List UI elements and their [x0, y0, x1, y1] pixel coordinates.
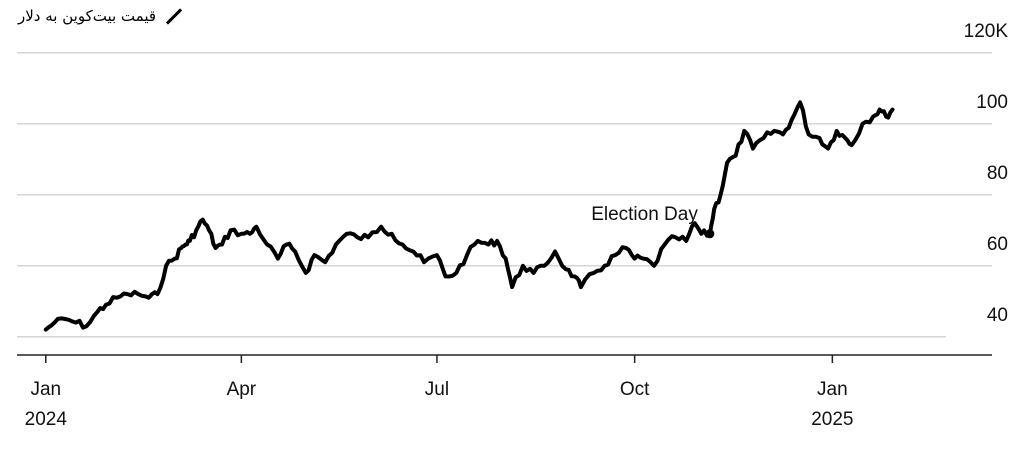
election-day-marker	[705, 229, 715, 239]
legend: قیمت بیت‌کوین به دلار	[18, 4, 184, 28]
grid-lines	[17, 52, 992, 338]
x-tick-label: Jan	[817, 379, 848, 400]
y-tick-label: 100	[976, 92, 1008, 113]
y-tick-label: 60	[987, 234, 1008, 255]
election-day-label: Election Day	[591, 204, 698, 225]
x-tick-label: Jul	[425, 379, 449, 400]
x-tick-label: Oct	[620, 379, 650, 400]
x-tick-year-label: 2024	[25, 409, 68, 430]
x-tick-year-label: 2025	[811, 409, 853, 430]
y-tick-label: 120K	[964, 21, 1009, 42]
x-axis: Jan 2024 Apr Jul Oct Jan 2025	[25, 355, 854, 430]
y-axis: 120K 100 80 60 40	[964, 21, 1009, 326]
y-tick-label: 40	[987, 305, 1008, 326]
x-tick-label: Jan	[30, 379, 61, 400]
y-tick-label: 80	[987, 163, 1008, 184]
legend-label: قیمت بیت‌کوین به دلار	[18, 7, 157, 25]
x-tick-label: Apr	[227, 379, 257, 400]
annotations: Election Day	[591, 204, 715, 239]
price-line	[43, 100, 895, 332]
